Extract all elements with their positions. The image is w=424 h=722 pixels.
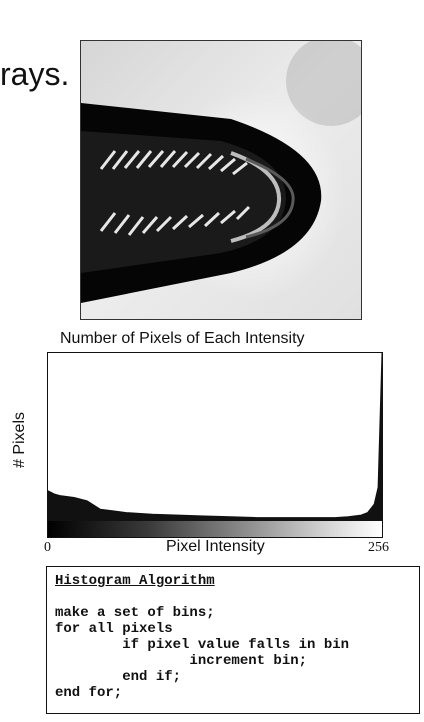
algorithm-box: Histogram Algorithm make a set of bins; … (46, 566, 420, 714)
algorithm-spacer (55, 589, 411, 605)
micrograph-image (80, 40, 362, 320)
code-line: if pixel value falls in bin (55, 637, 350, 653)
algorithm-title: Histogram Algorithm (55, 573, 215, 589)
micrograph-graphic (81, 41, 361, 319)
x-axis-label: Pixel Intensity (166, 538, 265, 555)
histogram-svg (48, 353, 382, 521)
code-line: for all pixels (55, 621, 173, 637)
x-tick-max: 256 (368, 540, 389, 555)
chart-title: Number of Pixels of Each Intensity (60, 330, 305, 347)
x-tick-min: 0 (44, 540, 51, 555)
histogram-plot (47, 352, 383, 522)
code-line: increment bin; (55, 653, 308, 669)
y-axis-label: # Pixels (11, 411, 28, 469)
code-line: make a set of bins; (55, 605, 215, 621)
code-line: end if; (55, 669, 182, 685)
slide-title-fragment: rays. (0, 56, 70, 92)
code-line: end for; (55, 685, 123, 701)
intensity-gradient-bar (47, 520, 383, 538)
histogram-area (48, 353, 382, 521)
